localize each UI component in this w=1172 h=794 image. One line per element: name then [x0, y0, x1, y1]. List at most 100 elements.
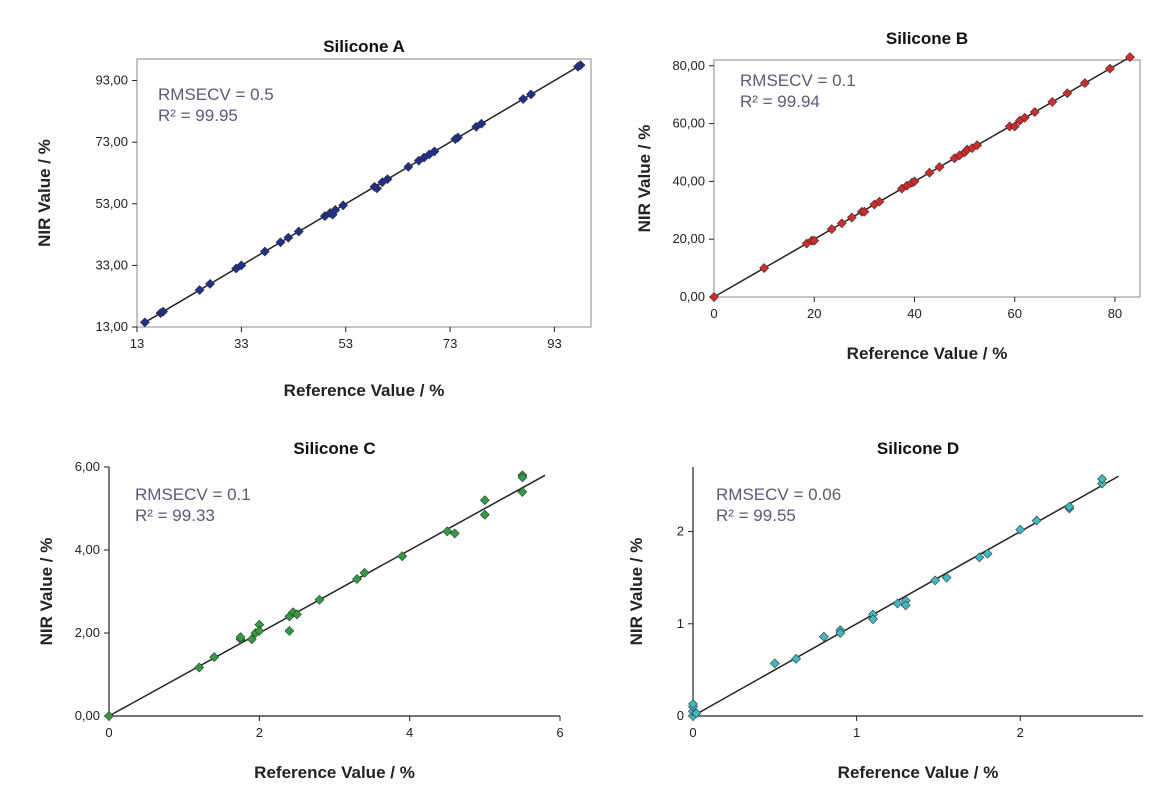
x-tick-label: 0	[105, 725, 112, 740]
y-tick-label: 33,00	[95, 257, 128, 272]
data-point	[314, 594, 325, 605]
data-point	[974, 552, 985, 563]
y-tick-label: 4,00	[75, 542, 100, 557]
x-tick-label: 13	[130, 336, 144, 351]
data-point	[972, 140, 983, 151]
x-tick-label: 33	[234, 336, 248, 351]
data-point	[769, 658, 780, 669]
y-tick-label: 80,00	[672, 58, 705, 73]
x-axis-label: Reference Value / %	[254, 763, 415, 782]
y-tick-label: 60,00	[672, 116, 705, 131]
data-point	[517, 486, 528, 497]
x-tick-label: 80	[1108, 306, 1122, 321]
data-point	[688, 699, 698, 709]
r-squared-annotation: R² = 99.94	[740, 92, 820, 111]
rmsecv-annotation: RMSECV = 0.1	[135, 485, 251, 504]
y-tick-label: 0,00	[75, 708, 100, 723]
data-point	[1031, 515, 1042, 526]
data-point	[909, 176, 920, 187]
r-squared-annotation: R² = 99.95	[158, 106, 238, 125]
data-point	[236, 260, 247, 271]
data-point	[1105, 63, 1115, 74]
data-point	[1079, 78, 1090, 89]
regression-line	[108, 474, 546, 717]
regression-line	[713, 56, 1131, 298]
data-point	[158, 306, 169, 317]
data-point	[1097, 474, 1108, 484]
r-squared-annotation: R² = 99.55	[716, 506, 796, 525]
data-point	[518, 94, 529, 104]
regression-line	[141, 64, 581, 325]
data-point	[1047, 96, 1058, 107]
chart-panel-3: Silicone C Reference Value / % NIR Value /…	[37, 439, 564, 782]
x-tick-label: 0	[710, 306, 717, 321]
data-point	[1062, 88, 1073, 99]
data-point	[275, 237, 286, 248]
data-point	[397, 551, 408, 562]
x-tick-label: 73	[443, 336, 457, 351]
data-point	[209, 652, 220, 662]
data-point	[429, 146, 440, 157]
chart-panel-4: Silicone D Reference Value / % NIR Value /…	[627, 439, 1143, 782]
plot-frame	[713, 59, 1141, 298]
data-point	[836, 218, 847, 229]
x-tick-label: 2	[1017, 725, 1024, 740]
chart-panel-1: Silicone A Reference Value / % NIR Value /…	[35, 37, 592, 400]
x-tick-label: 4	[406, 725, 413, 740]
data-point	[283, 232, 294, 243]
x-tick-label: 40	[907, 306, 921, 321]
data-point	[892, 598, 903, 609]
data-point	[859, 206, 870, 217]
data-point	[934, 162, 945, 172]
data-point	[449, 528, 460, 539]
data-point	[259, 246, 270, 257]
data-point	[382, 174, 393, 185]
data-point	[941, 572, 952, 583]
data-point	[403, 161, 414, 172]
chart-panel-2: Silicone B Reference Value / % NIR Value /…	[635, 29, 1141, 363]
data-point	[868, 614, 878, 625]
data-point	[246, 634, 257, 645]
data-point	[930, 575, 941, 586]
data-point	[835, 628, 846, 638]
data-point	[205, 278, 215, 289]
data-point	[759, 263, 770, 274]
x-axis-label: Reference Value / %	[838, 763, 999, 782]
y-tick-label: 73,00	[95, 134, 128, 149]
data-point	[900, 600, 911, 611]
data-point	[442, 526, 453, 537]
data-point	[139, 317, 150, 328]
rmsecv-annotation: RMSECV = 0.06	[716, 485, 841, 504]
x-tick-label: 20	[807, 306, 821, 321]
data-point	[194, 662, 205, 673]
data-point	[479, 509, 490, 520]
x-tick-label: 0	[689, 725, 696, 740]
data-point	[826, 224, 837, 235]
x-tick-label: 6	[556, 725, 563, 740]
data-point	[691, 708, 702, 719]
y-axis-label: NIR Value / %	[37, 538, 56, 646]
data-point	[575, 60, 586, 71]
y-tick-label: 13,00	[95, 319, 128, 334]
y-tick-label: 53,00	[95, 196, 128, 211]
data-point	[1125, 52, 1135, 63]
data-point	[517, 472, 528, 483]
y-axis-label: NIR Value / %	[35, 139, 54, 247]
rmsecv-annotation: RMSECV = 0.5	[158, 85, 274, 104]
y-tick-label: 93,00	[95, 73, 128, 88]
data-point	[254, 626, 265, 636]
data-point	[453, 132, 463, 143]
x-axis-label: Reference Value / %	[847, 344, 1008, 363]
data-point	[1019, 112, 1030, 123]
x-tick-label: 2	[256, 725, 263, 740]
x-tick-label: 93	[547, 336, 561, 351]
data-point	[235, 632, 246, 643]
y-tick-label: 2	[677, 524, 684, 539]
x-tick-label: 60	[1007, 306, 1021, 321]
y-axis-label: NIR Value / %	[635, 125, 654, 233]
x-tick-label: 53	[339, 336, 353, 351]
y-tick-label: 6,00	[75, 459, 100, 474]
y-axis-label: NIR Value / %	[627, 538, 646, 646]
data-point	[791, 653, 802, 664]
y-tick-label: 2,00	[75, 625, 100, 640]
